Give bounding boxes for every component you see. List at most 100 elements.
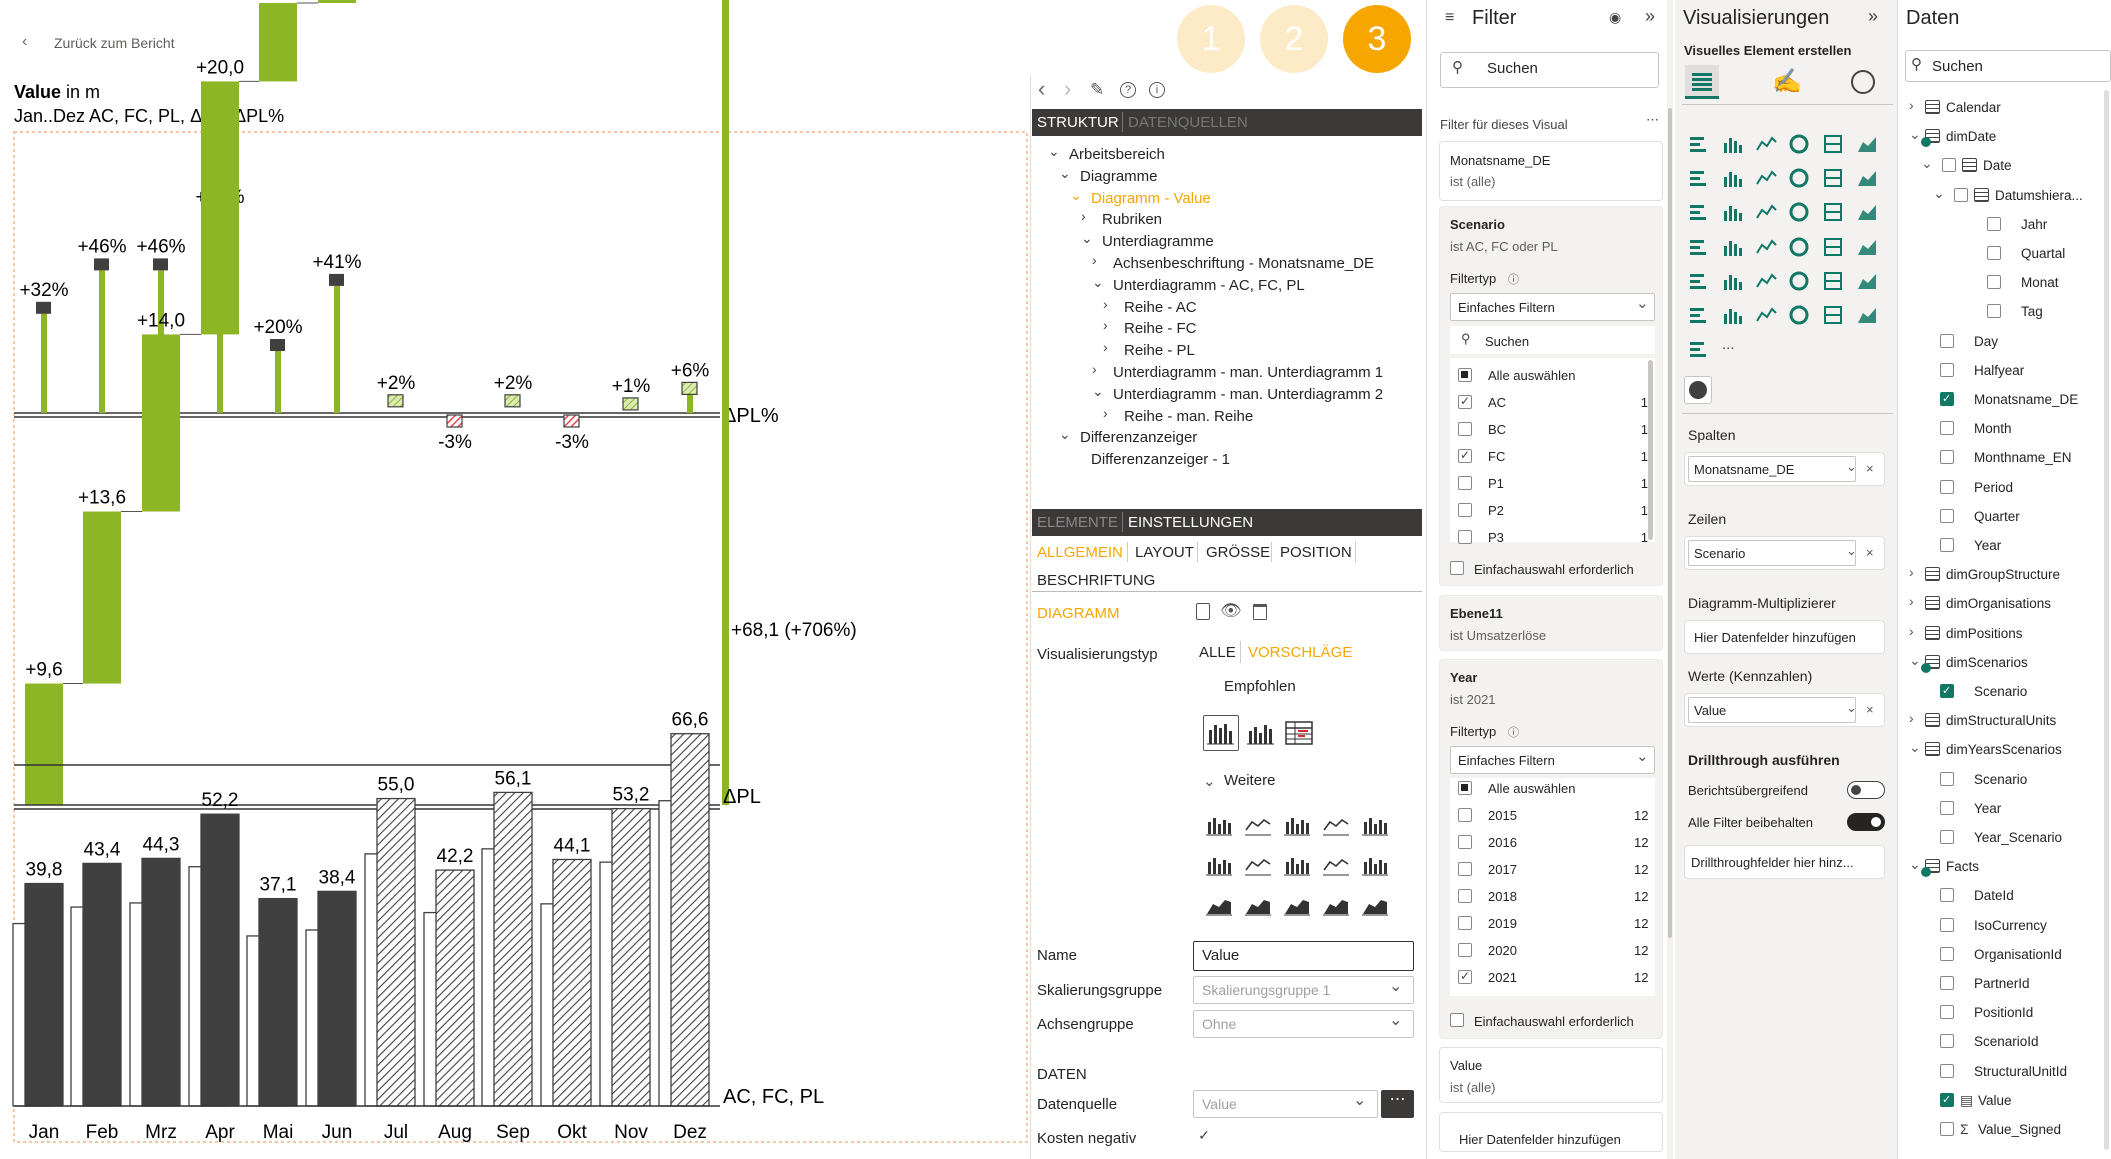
- subtab-beschriftung[interactable]: BESCHRIFTUNG: [1037, 572, 1156, 589]
- visual-type-icon[interactable]: [1788, 167, 1810, 189]
- visual-type-icon[interactable]: [1721, 304, 1743, 326]
- chart-type-option-icon[interactable]: [1205, 892, 1233, 918]
- filter-card-monatsname[interactable]: [1439, 141, 1663, 201]
- werte-remove-icon[interactable]: ×: [1866, 702, 1874, 717]
- chart-type-option-icon[interactable]: [1322, 892, 1350, 918]
- data-field-label[interactable]: dimScenarios: [1946, 654, 2028, 670]
- data-field-checkbox[interactable]: [1940, 976, 1954, 990]
- tab-einstellungen[interactable]: EINSTELLUNGEN: [1128, 514, 1254, 531]
- drill-keep-filters-toggle[interactable]: [1847, 813, 1885, 831]
- data-field-label[interactable]: dimYearsScenarios: [1946, 742, 2062, 758]
- data-field-label[interactable]: dimStructuralUnits: [1946, 713, 2057, 729]
- tree-expander-icon[interactable]: ⌄: [1092, 382, 1104, 399]
- recommended-chart-1[interactable]: [1203, 715, 1239, 751]
- data-field-label[interactable]: Day: [1974, 333, 1999, 349]
- chart-type-option-icon[interactable]: [1244, 852, 1272, 878]
- data-field-checkbox[interactable]: [1940, 1034, 1954, 1049]
- tree-item[interactable]: Unterdiagramm - man. Unterdiagramm 2: [1113, 385, 1384, 403]
- chart-type-option-icon[interactable]: [1283, 892, 1311, 918]
- visual-type-icon[interactable]: [1687, 167, 1709, 189]
- subtab-layout[interactable]: LAYOUT: [1135, 544, 1194, 561]
- spalten-remove-icon[interactable]: ×: [1866, 461, 1874, 476]
- data-field-label[interactable]: Jahr: [2021, 216, 2048, 232]
- visual-type-icon[interactable]: [1755, 133, 1777, 155]
- data-field-checkbox[interactable]: [1940, 421, 1954, 436]
- visual-type-icon[interactable]: [1856, 270, 1878, 292]
- tree-item[interactable]: Reihe - man. Reihe: [1124, 407, 1254, 425]
- data-field-label[interactable]: Quartal: [2021, 246, 2066, 261]
- chart-type-option-icon[interactable]: [1244, 892, 1272, 918]
- pencil-icon[interactable]: ✎: [1090, 80, 1105, 99]
- year-option-checkbox[interactable]: [1458, 943, 1472, 957]
- visual-type-icon[interactable]: [1788, 270, 1810, 292]
- visual-type-icon[interactable]: [1856, 133, 1878, 155]
- data-expander-icon[interactable]: ⌄: [1921, 155, 1933, 172]
- tree-expander-icon[interactable]: ⌄: [1048, 143, 1060, 159]
- data-field-checkbox[interactable]: [1940, 800, 1954, 815]
- visual-type-icon[interactable]: [1822, 167, 1844, 189]
- werte-field[interactable]: [1688, 697, 1856, 723]
- tree-expander-icon[interactable]: ›: [1092, 252, 1097, 268]
- data-expander-icon[interactable]: ›: [1909, 593, 1914, 610]
- scenario-option-checkbox[interactable]: [1458, 476, 1472, 490]
- data-field-label[interactable]: ScenarioId: [1974, 1034, 2039, 1050]
- data-field-label[interactable]: Month: [1974, 421, 2012, 437]
- data-field-label[interactable]: Monatsname_DE: [1974, 392, 2079, 407]
- data-field-checkbox[interactable]: [1940, 1122, 1954, 1136]
- data-expander-icon[interactable]: ›: [1909, 97, 1914, 113]
- build-visual-tab[interactable]: [1685, 65, 1719, 99]
- filter-card-value[interactable]: [1439, 1047, 1663, 1103]
- tree-expander-icon[interactable]: ⌄: [1070, 186, 1082, 203]
- filter-section-more-icon[interactable]: ⋯: [1646, 112, 1659, 127]
- filter-add-fields-well[interactable]: [1439, 1112, 1663, 1152]
- tree-expander-icon[interactable]: ⌄: [1059, 164, 1071, 181]
- data-field-label[interactable]: Facts: [1946, 859, 1980, 875]
- scenario-list-scrollbar[interactable]: [1648, 360, 1653, 540]
- data-field-checkbox[interactable]: [1987, 216, 2001, 231]
- data-expander-icon[interactable]: ⌄: [1909, 651, 1921, 668]
- year-option-checkbox[interactable]: [1458, 970, 1472, 984]
- data-expander-icon[interactable]: ⌄: [1909, 739, 1921, 756]
- data-field-label[interactable]: Year: [1974, 538, 2002, 553]
- data-field-label[interactable]: Value_Signed: [1978, 1122, 2062, 1137]
- tree-expander-icon[interactable]: ›: [1103, 295, 1108, 312]
- data-field-label[interactable]: PartnerId: [1974, 976, 2030, 991]
- data-field-checkbox[interactable]: [1940, 1092, 1954, 1107]
- tree-item[interactable]: Diagramme: [1080, 167, 1158, 185]
- data-field-label[interactable]: Datumshiera...: [1995, 187, 2083, 203]
- visual-type-icon[interactable]: [1755, 270, 1777, 292]
- tree-item[interactable]: Rubriken: [1102, 211, 1163, 229]
- data-field-label[interactable]: Scenario: [1974, 684, 2028, 699]
- scenario-option-checkbox[interactable]: [1458, 422, 1472, 436]
- tree-item[interactable]: Reihe - AC: [1124, 298, 1197, 316]
- year-option-checkbox[interactable]: [1458, 808, 1472, 822]
- trash-icon[interactable]: [1253, 604, 1267, 620]
- data-field-checkbox[interactable]: [1940, 684, 1954, 698]
- vis-collapse-icon[interactable]: »: [1868, 6, 1879, 26]
- visual-type-icon[interactable]: [1856, 167, 1878, 189]
- data-field-label[interactable]: Value: [1978, 1092, 2012, 1108]
- werte-chevron-icon[interactable]: ⌄: [1846, 700, 1857, 715]
- info-icon[interactable]: i: [1149, 82, 1165, 98]
- data-field-label[interactable]: dimDate: [1946, 129, 1997, 145]
- data-field-label[interactable]: Monat: [2021, 275, 2059, 291]
- filter-collapse-icon[interactable]: »: [1645, 6, 1656, 26]
- data-field-label[interactable]: OrganisationId: [1974, 946, 2062, 962]
- data-field-checkbox[interactable]: [1940, 508, 1954, 523]
- chart-type-option-icon[interactable]: [1283, 812, 1311, 838]
- visual-type-icon[interactable]: [1822, 304, 1844, 326]
- chart-type-option-icon[interactable]: [1361, 852, 1389, 878]
- visual-type-icon[interactable]: [1721, 133, 1743, 155]
- visual-type-icon[interactable]: [1687, 236, 1709, 258]
- year-option-checkbox[interactable]: [1458, 916, 1472, 930]
- data-field-label[interactable]: Calendar: [1946, 100, 2001, 115]
- visual-type-icon[interactable]: [1755, 304, 1777, 326]
- visual-type-icon[interactable]: [1721, 236, 1743, 258]
- nav-back-icon[interactable]: ‹: [1038, 76, 1046, 101]
- tab-struktur[interactable]: STRUKTUR: [1037, 114, 1119, 131]
- data-expander-icon[interactable]: ›: [1909, 622, 1914, 639]
- tree-expander-icon[interactable]: ⌄: [1081, 230, 1093, 247]
- data-field-checkbox[interactable]: [1940, 333, 1954, 348]
- kosten-checkbox[interactable]: [1197, 1130, 1211, 1144]
- recommended-table[interactable]: [1284, 718, 1314, 748]
